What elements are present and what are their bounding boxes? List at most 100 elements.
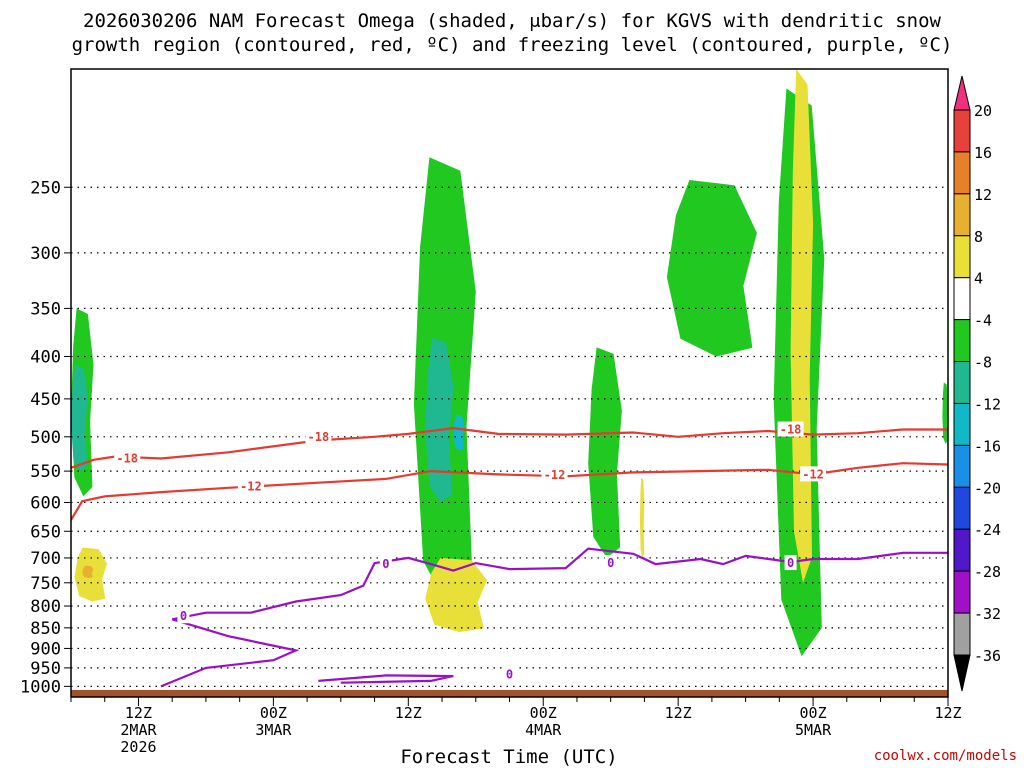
chart-title-line-2: growth region (contoured, red, ºC) and f… (72, 34, 953, 56)
ytick-label-250: 250 (30, 178, 61, 198)
colorbar-label-12: -32 (974, 605, 1001, 623)
ytick-label-300: 300 (30, 244, 61, 264)
freezing-label-3: 0 (607, 556, 614, 570)
ground-surface (71, 689, 948, 697)
colorbar-box-12 (953, 570, 971, 614)
omega-region-neg4-2 (588, 347, 622, 558)
dgz-label-bg--12-2 (800, 466, 827, 482)
y-axis: 2503003504004505005506006507007508008509… (20, 178, 71, 697)
omega-shading-layer (71, 69, 948, 697)
xtick-label-0-1: 2MAR (120, 721, 157, 739)
xtick-label-5-0: 00Z (800, 704, 827, 722)
dgz-contour--12 (71, 462, 948, 521)
xtick-label-4-0: 12Z (665, 704, 692, 722)
freezing-label-bg-4 (784, 555, 797, 571)
colorbar-box-1 (953, 109, 971, 153)
ytick-label-900: 900 (30, 639, 61, 659)
ytick-label-700: 700 (30, 549, 61, 569)
colorbar: 20 16 12 8 4 -4 -8 -12 -16 -20 -24 -28 -32 -36 (953, 75, 1001, 692)
ytick-label-950: 950 (30, 659, 61, 679)
freezing-label-2: 0 (506, 668, 513, 682)
omega-region-neg12-8 (453, 414, 465, 451)
colorbar-label-8: -16 (974, 437, 1001, 455)
dgz-label--12-1: -12 (544, 468, 566, 482)
xtick-label-6-0: 12Z (934, 704, 961, 722)
omega-region-4-12 (639, 477, 645, 558)
freezing-label-bg-3 (604, 555, 617, 571)
xtick-label-2-0: 12Z (395, 704, 422, 722)
omega-region-8-10 (82, 565, 94, 578)
colorbar-box-3 (953, 193, 971, 237)
xtick-label-5-1: 5MAR (795, 721, 832, 739)
dgz-label-bg--12-1 (541, 467, 568, 483)
dgz-label--18-0: -18 (116, 451, 138, 465)
ytick-label-450: 450 (30, 390, 61, 410)
dgz-label--18-2: -18 (780, 423, 802, 437)
freezing-label-4: 0 (787, 556, 794, 570)
colorbar-label-3: 8 (974, 228, 983, 246)
freezing-level-surface-branch (318, 674, 454, 684)
ytick-label-350: 350 (30, 299, 61, 319)
colorbar-label-6: -8 (974, 354, 992, 372)
omega-region-4-11 (425, 557, 487, 633)
colorbar-box-5 (953, 277, 971, 321)
dgz-contour--18 (71, 426, 948, 469)
x-axis-title: Forecast Time (UTC) (400, 746, 617, 768)
omega-region-4-13 (790, 69, 814, 583)
colorbar-label-0: 20 (974, 102, 992, 120)
freezing-label-0: 0 (180, 609, 187, 623)
colorbar-box-4 (953, 235, 971, 279)
colorbar-box-7 (953, 361, 971, 404)
xtick-label-3-1: 4MAR (525, 721, 562, 739)
dgz-label-bg--12-0 (237, 478, 264, 494)
omega-region-neg4-5 (942, 382, 948, 444)
ytick-label-600: 600 (30, 493, 61, 513)
dgz-label-bg--18-0 (114, 450, 141, 466)
omega-region-neg4-3 (666, 180, 757, 357)
dgz-label-bg--18-1 (305, 428, 332, 444)
ytick-label-500: 500 (30, 428, 61, 448)
chart-title-line-1: 2026030206 NAM Forecast Omega (shaded, μ… (83, 10, 941, 32)
colorbar-label-11: -28 (974, 563, 1001, 581)
colorbar-label-2: 12 (974, 186, 992, 204)
freezing-level-lower-branch (160, 618, 300, 688)
xtick-label-3-0: 00Z (530, 704, 557, 722)
colorbar-label-5: -4 (974, 312, 992, 330)
freezing-label-bg-1 (379, 556, 392, 572)
credit-text: coolwx.com/models (874, 748, 1017, 764)
colorbar-bottom-arrow (953, 654, 971, 692)
colorbar-box-13 (953, 612, 971, 656)
colorbar-box-9 (953, 444, 971, 488)
colorbar-top-arrow (953, 75, 971, 111)
ytick-label-550: 550 (30, 462, 61, 482)
colorbar-label-13: -36 (974, 647, 1001, 665)
ytick-label-750: 750 (30, 574, 61, 594)
omega-region-neg8-7 (425, 338, 454, 503)
colorbar-label-1: 16 (974, 144, 992, 162)
colorbar-box-2 (953, 151, 971, 195)
dgz-label-bg--18-2 (777, 421, 804, 437)
dgz-label--12-2: -12 (802, 467, 824, 481)
dgz-label--12-0: -12 (240, 480, 262, 494)
colorbar-label-4: 4 (974, 270, 983, 288)
ytick-label-400: 400 (30, 347, 61, 367)
colorbar-label-9: -20 (974, 479, 1001, 497)
colorbar-label-7: -12 (974, 395, 1001, 413)
freezing-label-bg-0 (177, 608, 190, 624)
freezing-label-1: 0 (382, 557, 389, 571)
dgz-label--18-1: -18 (308, 430, 330, 444)
xtick-label-0-0: 12Z (125, 704, 152, 722)
colorbar-box-10 (953, 486, 971, 530)
colorbar-box-8 (953, 402, 971, 446)
omega-region-neg8-6 (71, 365, 88, 472)
xtick-label-1-0: 00Z (260, 704, 287, 722)
ytick-label-800: 800 (30, 597, 61, 617)
colorbar-box-11 (953, 528, 971, 572)
colorbar-box-6 (953, 319, 971, 363)
ytick-label-850: 850 (30, 619, 61, 639)
contour-label-layer: -18 -18 -18 -12 -12 -12 0 0 0 0 0 (114, 421, 827, 682)
freezing-label-bg-2 (503, 666, 516, 682)
ytick-label-1000: 1000 (20, 677, 61, 697)
